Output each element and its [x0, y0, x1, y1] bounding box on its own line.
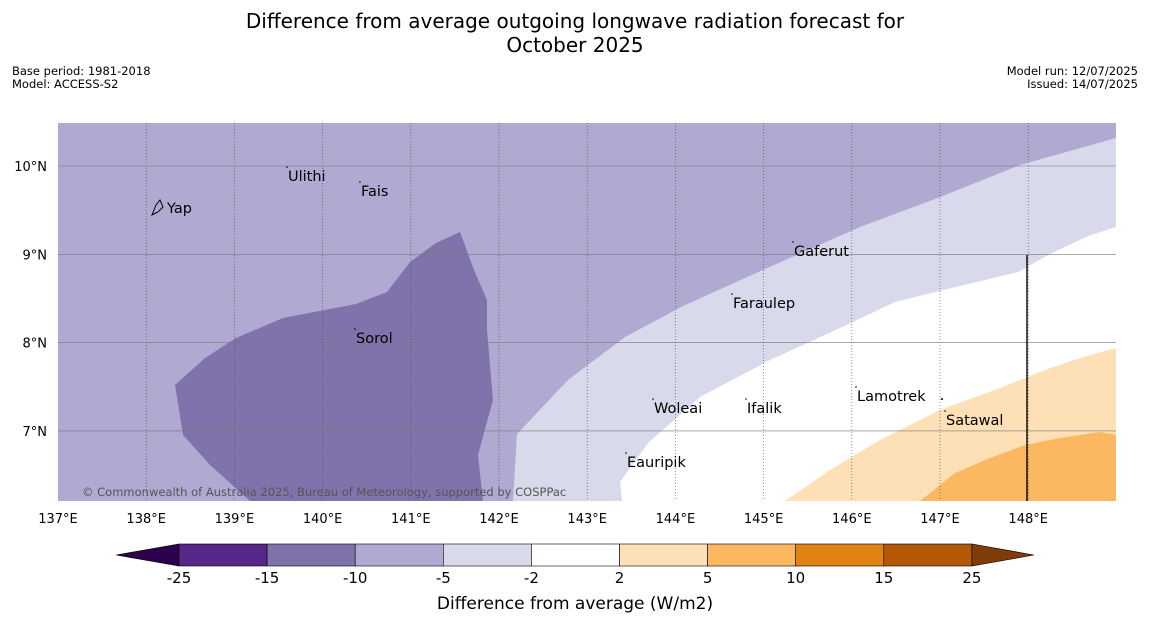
- place-label: Yap: [166, 201, 192, 217]
- band-plus5-plus10: [920, 432, 1116, 501]
- colorbar-over-arrow: [971, 543, 1035, 567]
- colorbar-segment: [707, 543, 796, 567]
- issued-date: Issued: 14/07/2025: [1027, 77, 1138, 91]
- colorbar-tick-label: -5: [436, 569, 451, 587]
- longitude-label: 146°E: [832, 512, 872, 527]
- parallel-lines: [58, 165, 1116, 432]
- island-dot: [944, 410, 946, 412]
- colorbar-segment: [354, 543, 444, 567]
- island-dot: [941, 398, 943, 400]
- place-label: Woleai: [654, 401, 702, 417]
- longitude-label: 147°E: [920, 512, 960, 527]
- title-line-2: October 2025: [506, 33, 644, 57]
- place-label: Satawal: [946, 413, 1003, 429]
- meridian-lines: [145, 123, 1029, 501]
- longitude-label: 148°E: [1008, 512, 1048, 527]
- metadata-right: Model run: 12/07/2025 Issued: 14/07/2025: [1007, 65, 1138, 91]
- latitude-labels: 10°N 9°N 8°N 7°N: [14, 160, 47, 440]
- place-label: Faraulep: [733, 296, 795, 312]
- colorbar-tick-label: 25: [962, 569, 981, 587]
- place-label: Ulithi: [288, 169, 326, 185]
- longitude-label: 137°E: [38, 512, 78, 527]
- island-dot: [731, 293, 733, 295]
- colorbar-tick-label: -2: [524, 569, 539, 587]
- colorbar: -25 -15 -10 -5 -2 2 5 10 15 25: [115, 543, 1035, 587]
- place-label: Lamotrek: [857, 389, 926, 405]
- model-run: Model run: 12/07/2025: [1006, 64, 1138, 78]
- colorbar-segment: [619, 543, 708, 567]
- base-period: Base period: 1981-2018: [12, 64, 151, 78]
- place-label: Gaferut: [794, 244, 849, 260]
- colorbar-tick-label: 2: [615, 569, 625, 587]
- colorbar-label: Difference from average (W/m2): [436, 594, 714, 614]
- island-dot: [359, 181, 361, 183]
- colorbar-tick-label: 10: [786, 569, 805, 587]
- colorbar-segment: [531, 543, 620, 567]
- colorbar-segment: [178, 543, 268, 567]
- colorbar-segment: [266, 543, 356, 567]
- colorbar-tick-label: 15: [874, 569, 893, 587]
- island-dot: [745, 398, 747, 400]
- island-dot: [286, 166, 288, 168]
- metadata-left: Base period: 1981-2018 Model: ACCESS-S2: [12, 65, 151, 91]
- place-labels: Yap Ulithi Fais Gaferut Faraulep Sorol Woleai I…: [166, 166, 1003, 471]
- place-label: Fais: [361, 184, 388, 200]
- island-dot: [354, 328, 356, 330]
- longitude-label: 139°E: [215, 512, 255, 527]
- latitude-label: 7°N: [23, 425, 48, 440]
- longitude-label: 141°E: [391, 512, 431, 527]
- place-label: Eauripik: [627, 455, 686, 471]
- map-title: Difference from average outgoing longwav…: [0, 9, 1150, 57]
- place-label: Sorol: [356, 331, 393, 347]
- colorbar-tick-label: -10: [343, 569, 368, 587]
- colorbar-tick-label: -15: [255, 569, 280, 587]
- colorbar-tick-label: 5: [703, 569, 713, 587]
- longitude-label: 143°E: [567, 512, 607, 527]
- colorbar-segment: [795, 543, 885, 567]
- island-dot: [625, 452, 627, 454]
- longitude-labels: 137°E 138°E 139°E 140°E 141°E 142°E 143°E 144°E…: [38, 512, 1048, 527]
- longitude-label: 144°E: [656, 512, 696, 527]
- colorbar-tick-label: -25: [167, 569, 192, 587]
- copyright-notice: © Commonwealth of Australia 2025, Bureau…: [82, 485, 566, 499]
- longitude-label: 142°E: [479, 512, 519, 527]
- map-plot-area: Yap Ulithi Fais Gaferut Faraulep Sorol Woleai I…: [58, 123, 1116, 501]
- island-dot: [855, 386, 857, 388]
- colorbar-segment: [883, 543, 973, 567]
- place-label: Ifalik: [747, 401, 782, 417]
- latitude-label: 10°N: [14, 160, 47, 175]
- colorbar-segment: [442, 543, 532, 567]
- longitude-label: 145°E: [744, 512, 784, 527]
- island-dot: [652, 398, 654, 400]
- model-name: Model: ACCESS-S2: [12, 77, 119, 91]
- latitude-label: 8°N: [23, 337, 48, 352]
- latitude-label: 9°N: [23, 248, 48, 263]
- title-line-1: Difference from average outgoing longwav…: [245, 9, 905, 33]
- colorbar-under-arrow: [115, 543, 180, 567]
- longitude-label: 140°E: [303, 512, 343, 527]
- island-dot: [792, 241, 794, 243]
- yap-island-shape: [151, 199, 164, 217]
- longitude-label: 138°E: [126, 512, 166, 527]
